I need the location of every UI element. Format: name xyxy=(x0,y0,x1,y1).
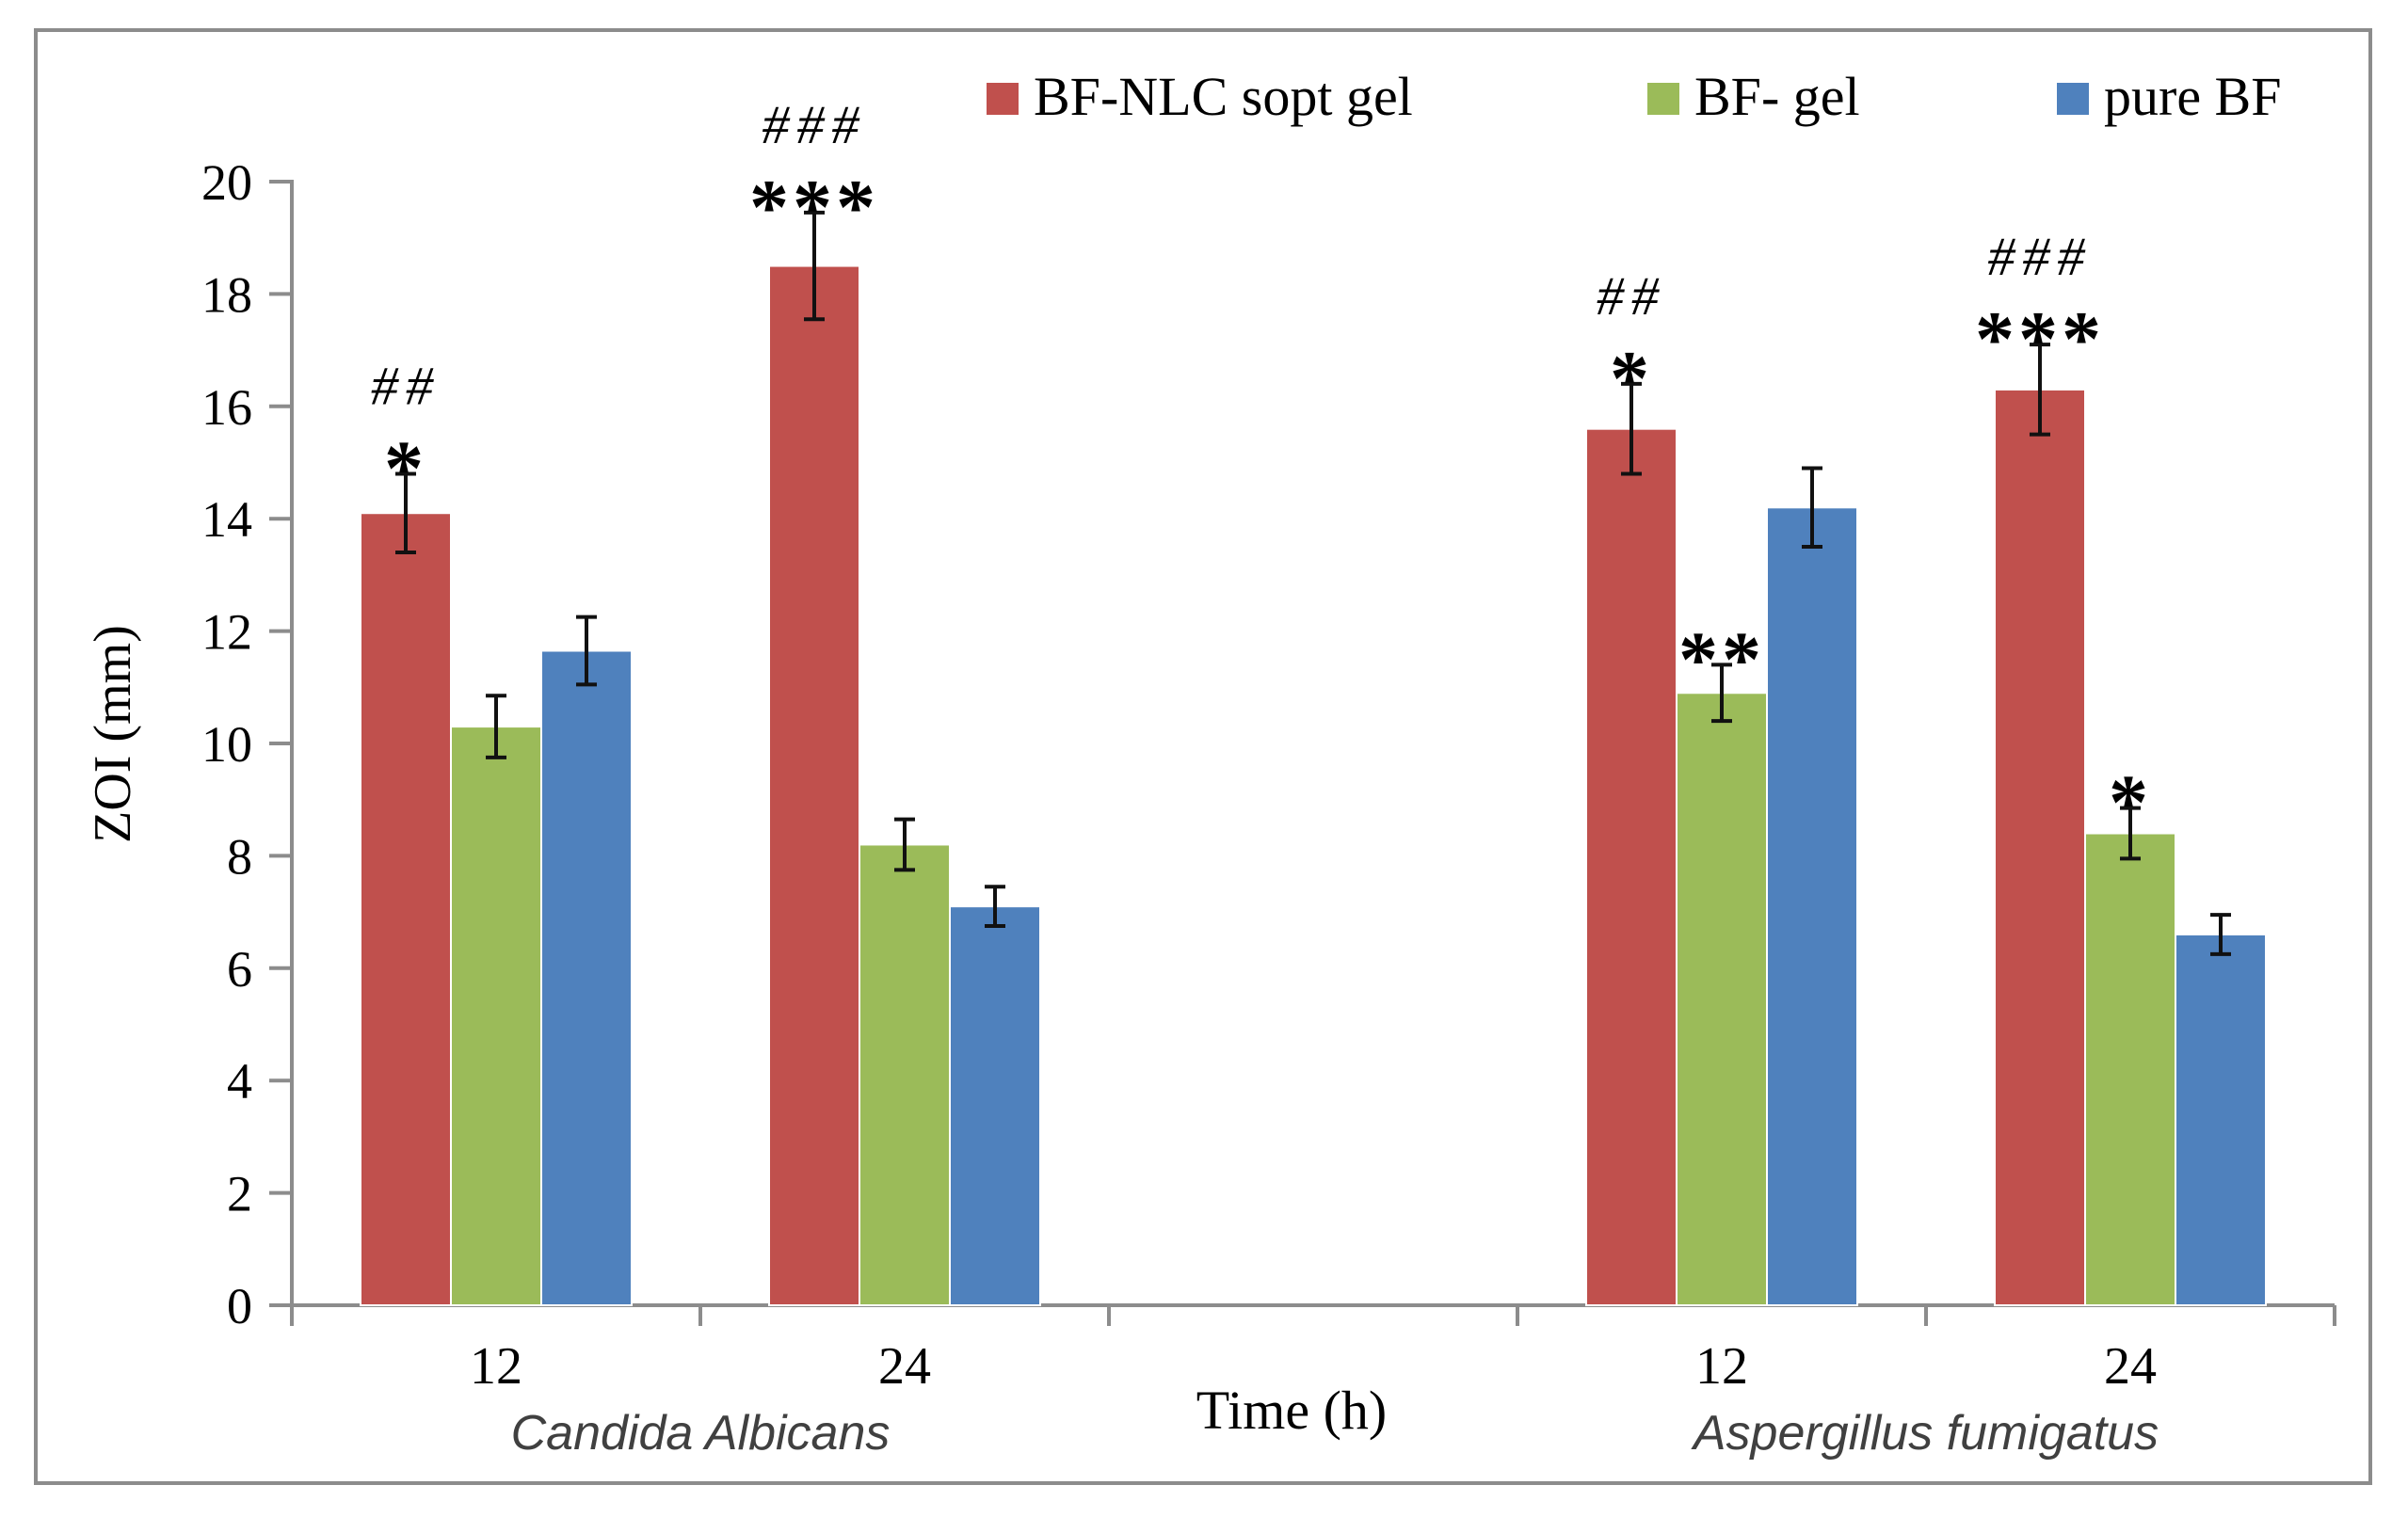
legend-swatch xyxy=(1647,83,1679,115)
group-label: Aspergillus fumigatus xyxy=(1691,1406,2159,1461)
bar xyxy=(2084,832,2176,1307)
legend-item: BF- gel xyxy=(1647,66,1860,127)
bar xyxy=(360,512,452,1306)
x-axis-label: Time (h) xyxy=(1196,1380,1388,1441)
legend: BF-NLC sopt gel BF- gel pure BF xyxy=(987,66,2282,127)
significance-annotations: *##***###*## ***###*** xyxy=(371,94,2152,847)
y-tick-label: 16 xyxy=(201,379,252,436)
y-tick-label: 18 xyxy=(201,266,252,323)
bar xyxy=(450,726,542,1306)
y-tick-label: 12 xyxy=(201,604,252,661)
x-tick-label: 24 xyxy=(878,1337,931,1396)
y-tick-label: 6 xyxy=(227,941,252,998)
y-tick-label: 10 xyxy=(201,716,252,773)
legend-item: pure BF xyxy=(2057,66,2282,127)
bar xyxy=(1676,692,1768,1306)
bar xyxy=(1766,506,1858,1306)
legend-label: BF- gel xyxy=(1694,66,1860,127)
bar xyxy=(540,649,633,1306)
y-tick-label: 8 xyxy=(227,828,252,885)
bar xyxy=(1994,388,2086,1306)
legend-label: BF-NLC sopt gel xyxy=(1034,66,1413,127)
y-tick-label: 20 xyxy=(201,154,252,211)
y-tick-label: 0 xyxy=(227,1278,252,1334)
bars xyxy=(360,264,2267,1307)
y-tick-label: 4 xyxy=(227,1053,252,1110)
significance-hash: ### xyxy=(763,94,867,155)
legend-swatch xyxy=(987,83,1019,115)
bar xyxy=(949,905,1041,1306)
error-bars xyxy=(395,210,2231,956)
x-tick-label: 12 xyxy=(1695,1337,1748,1396)
significance-hash: ## xyxy=(1597,265,1666,327)
y-axis-label: ZOI (mm) xyxy=(84,625,142,843)
y-tick-label: 14 xyxy=(201,491,252,548)
significance-stars: * xyxy=(2109,759,2152,847)
significance-stars: * xyxy=(384,424,427,512)
legend-item: BF-NLC sopt gel xyxy=(987,66,1413,127)
bar xyxy=(2175,933,2267,1306)
group-label: Candida Albicans xyxy=(511,1406,891,1461)
significance-stars: *** xyxy=(1975,295,2105,383)
y-tick-label: 2 xyxy=(227,1166,252,1222)
legend-label: pure BF xyxy=(2104,66,2282,127)
significance-hash: ## xyxy=(371,355,441,416)
legend-swatch xyxy=(2057,83,2089,115)
x-tick-label: 24 xyxy=(2104,1337,2157,1396)
significance-stars: ** xyxy=(1678,615,1765,703)
bar xyxy=(859,843,951,1307)
significance-hash: ### xyxy=(1988,226,2093,287)
x-tick-label: 12 xyxy=(470,1337,522,1396)
significance-stars: * xyxy=(1610,335,1653,423)
bar xyxy=(1585,427,1678,1306)
significance-stars: *** xyxy=(749,164,879,251)
bar xyxy=(768,264,860,1306)
